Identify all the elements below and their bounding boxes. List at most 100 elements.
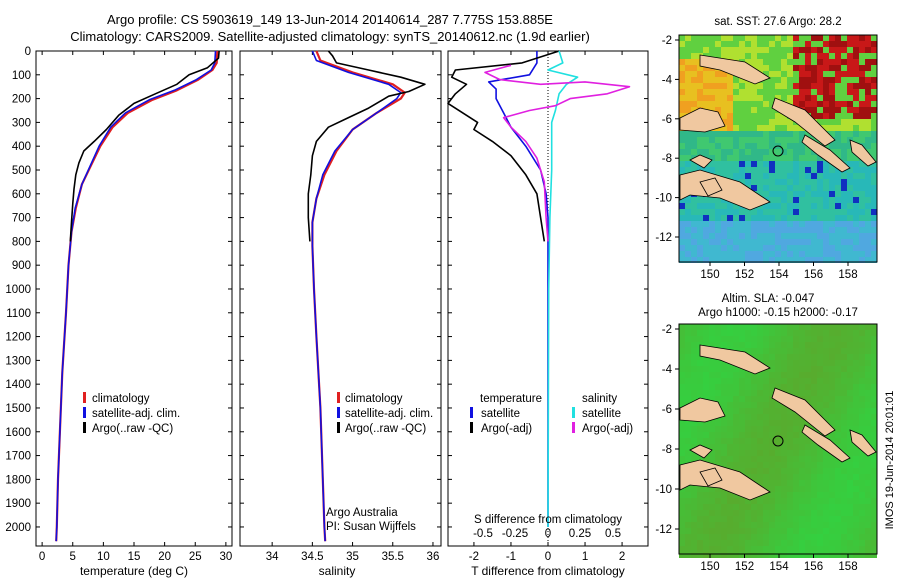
lat-tick-label: -2: [662, 35, 672, 47]
map-cell: [799, 354, 805, 360]
map-cell: [715, 510, 721, 516]
map-cell: [739, 35, 745, 41]
map-cell: [679, 450, 685, 456]
map-cell: [817, 522, 823, 528]
map-cell: [739, 402, 745, 408]
map-cell: [853, 348, 859, 354]
map-cell: [793, 173, 799, 179]
map-cell: [751, 450, 757, 456]
map-cell: [811, 348, 817, 354]
map-cell: [709, 53, 715, 59]
map-cell: [685, 522, 691, 528]
map-cell: [703, 540, 709, 546]
map-cell: [769, 227, 775, 233]
map-cell: [685, 360, 691, 366]
map-cell: [853, 125, 859, 131]
map-cell: [715, 143, 721, 149]
map-cell: [715, 227, 721, 233]
map-cell: [685, 366, 691, 372]
map-cell: [847, 257, 853, 263]
map-cell: [751, 426, 757, 432]
map-cell: [859, 113, 865, 119]
salinity-x-axis: 34 34.5 35 35.5 36: [266, 51, 439, 563]
t-difference-xlabel: T difference from climatology: [471, 564, 625, 578]
map-cell: [793, 390, 799, 396]
s-diff-tick-label: 0.5: [605, 528, 621, 540]
map-cell: [847, 492, 853, 498]
map-cell: [745, 35, 751, 41]
map-cell: [805, 438, 811, 444]
map-cell: [763, 462, 769, 468]
map-cell: [811, 510, 817, 516]
map-cell: [787, 426, 793, 432]
map-cell: [703, 432, 709, 438]
map-cell: [823, 209, 829, 215]
map-cell: [679, 432, 685, 438]
map-cell: [829, 227, 835, 233]
map-cell: [805, 149, 811, 155]
map-cell: [853, 179, 859, 185]
map-cell: [721, 131, 727, 137]
map-cell: [859, 215, 865, 221]
map-cell: [811, 35, 817, 41]
map-cell: [733, 35, 739, 41]
map-cell: [685, 167, 691, 173]
map-cell: [685, 203, 691, 209]
map-cell: [721, 95, 727, 101]
s-difference-ticks: -0.5 -0.25 0 0.25 0.5: [473, 528, 621, 540]
s-diff-tick-label: -0.5: [473, 528, 493, 540]
map-cell: [847, 384, 853, 390]
map-cell: [775, 209, 781, 215]
map-cell: [805, 41, 811, 47]
map-cell: [859, 203, 865, 209]
map-cell: [691, 456, 697, 462]
map-cell: [691, 167, 697, 173]
map-cell: [853, 215, 859, 221]
map-cell: [775, 354, 781, 360]
map-cell: [871, 191, 877, 197]
map-cell: [727, 546, 733, 552]
map-cell: [751, 468, 757, 474]
map-cell: [847, 450, 853, 456]
map-cell: [865, 95, 871, 101]
map-cell: [679, 552, 685, 558]
map-cell: [847, 233, 853, 239]
map-cell: [835, 474, 841, 480]
map-cell: [847, 101, 853, 107]
map-cell: [787, 360, 793, 366]
map-cell: [871, 209, 877, 215]
map-cell: [769, 342, 775, 348]
map-cell: [859, 474, 865, 480]
map-cell: [769, 444, 775, 450]
map-cell: [757, 546, 763, 552]
sla-map: Altim. SLA: -0.047 Argo h1000: -0.15 h20…: [655, 293, 878, 573]
map-cell: [871, 366, 877, 372]
map-cell: [793, 89, 799, 95]
map-cell: [871, 426, 877, 432]
map-cell: [805, 474, 811, 480]
map-cell: [781, 77, 787, 83]
map-cell: [715, 324, 721, 330]
map-cell: [697, 390, 703, 396]
map-cell: [781, 432, 787, 438]
map-cell: [859, 366, 865, 372]
map-cell: [703, 239, 709, 245]
map-cell: [745, 41, 751, 47]
map-cell: [727, 101, 733, 107]
map-cell: [697, 197, 703, 203]
map-cell: [697, 65, 703, 71]
map-cell: [697, 245, 703, 251]
map-cell: [835, 486, 841, 492]
map-cell: [871, 378, 877, 384]
x-tick-label: 0: [545, 551, 551, 563]
map-cell: [829, 173, 835, 179]
map-cell: [841, 408, 847, 414]
map-cell: [817, 354, 823, 360]
map-cell: [835, 167, 841, 173]
map-cell: [829, 233, 835, 239]
map-cell: [781, 414, 787, 420]
map-cell: [799, 143, 805, 149]
map-cell: [799, 540, 805, 546]
map-cell: [775, 215, 781, 221]
depth-tick-label: 1800: [5, 474, 31, 486]
